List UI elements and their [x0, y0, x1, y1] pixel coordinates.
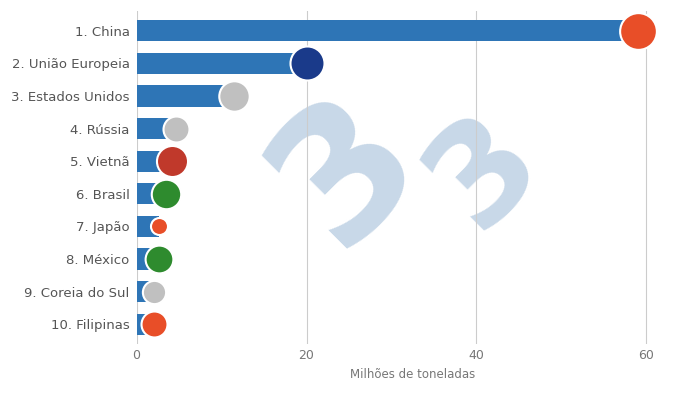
Point	[153, 256, 164, 262]
Text: 3: 3	[240, 64, 453, 278]
Point	[229, 93, 240, 99]
Bar	[136, 183, 167, 204]
Bar	[136, 150, 172, 172]
Point	[301, 60, 312, 66]
Point	[149, 288, 160, 295]
Point	[170, 125, 181, 132]
Bar	[136, 53, 307, 74]
Bar	[136, 118, 176, 139]
Bar	[136, 216, 160, 237]
Bar	[136, 248, 159, 270]
Bar	[136, 314, 153, 335]
Text: 3: 3	[402, 89, 566, 253]
X-axis label: Milhões de toneladas: Milhões de toneladas	[350, 368, 475, 381]
Point	[154, 223, 165, 230]
Point	[632, 28, 643, 34]
Point	[161, 190, 172, 197]
Bar	[136, 85, 234, 106]
Bar	[136, 281, 155, 302]
Point	[148, 321, 159, 328]
Bar	[136, 20, 638, 41]
Point	[167, 158, 178, 164]
